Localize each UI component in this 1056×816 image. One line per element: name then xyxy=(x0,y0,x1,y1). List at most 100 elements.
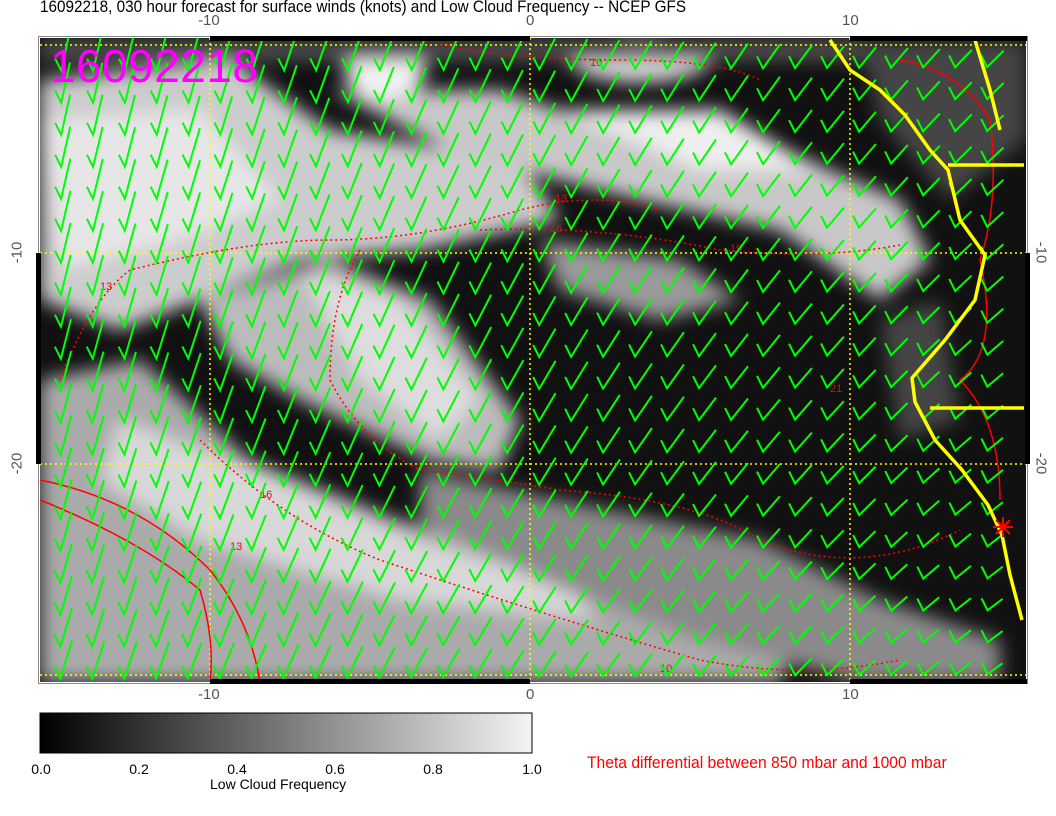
wind-barb xyxy=(404,163,428,201)
wind-barb xyxy=(756,237,781,262)
wind-barb xyxy=(884,273,909,293)
wind-barb xyxy=(86,126,104,170)
wind-barb xyxy=(181,95,201,138)
wind-barb xyxy=(213,128,234,170)
wind-barb xyxy=(852,240,877,262)
wind-barb xyxy=(245,128,266,170)
wind-barb xyxy=(276,483,299,521)
wind-barb xyxy=(436,325,460,360)
wind-barb xyxy=(884,563,909,581)
wind-barb xyxy=(54,62,71,106)
wind-barb xyxy=(884,370,909,389)
wind-barb xyxy=(884,337,909,357)
wind-barb xyxy=(468,519,493,552)
wind-barb xyxy=(596,39,621,72)
wind-barb xyxy=(500,198,525,232)
wind-barb xyxy=(181,127,201,170)
wind-barb xyxy=(660,589,685,614)
wind-barb xyxy=(980,146,1005,165)
wind-barb xyxy=(596,233,621,263)
wind-barb xyxy=(852,465,877,485)
wind-barb xyxy=(404,67,428,105)
wind-barb xyxy=(436,293,460,328)
wind-barb xyxy=(86,38,102,74)
wind-barb xyxy=(564,103,589,136)
wind-barb xyxy=(628,363,653,391)
wind-barb xyxy=(181,256,202,298)
wind-barbs xyxy=(53,38,1005,682)
wind-barb xyxy=(532,134,557,168)
wind-barb xyxy=(117,480,138,522)
wind-barb xyxy=(53,640,74,682)
wind-barb xyxy=(340,484,364,520)
wind-barb xyxy=(308,355,331,393)
wind-barb xyxy=(692,74,717,103)
wind-barb xyxy=(564,619,589,647)
wind-barb xyxy=(308,548,332,585)
wind-barb xyxy=(596,329,621,359)
wind-barb xyxy=(372,131,395,169)
wind-barb xyxy=(468,262,492,296)
wind-barb xyxy=(660,460,685,487)
wind-barb xyxy=(596,71,621,104)
wind-barb xyxy=(213,417,235,457)
wind-barb xyxy=(53,543,73,586)
wind-barb xyxy=(53,318,72,362)
wind-barb xyxy=(820,465,845,486)
wind-barb xyxy=(404,389,428,424)
wind-barb xyxy=(149,223,169,266)
wind-barb xyxy=(852,304,877,326)
wind-barb xyxy=(756,656,781,678)
map-frame xyxy=(36,36,1030,684)
wind-barb xyxy=(54,254,72,298)
wind-barb xyxy=(820,497,845,517)
wind-barb xyxy=(117,608,138,649)
wind-barb xyxy=(117,544,138,586)
wind-barb xyxy=(948,661,972,676)
wind-barb xyxy=(596,136,621,168)
wind-barb xyxy=(724,172,749,199)
wind-barb xyxy=(660,299,685,327)
wind-barb xyxy=(948,49,973,69)
wind-barb xyxy=(564,587,589,615)
wind-barb xyxy=(820,336,845,358)
wind-barb xyxy=(884,531,909,549)
wind-barb xyxy=(149,352,170,394)
wind-barb xyxy=(276,451,299,489)
wind-barb xyxy=(117,416,138,458)
wind-barb xyxy=(820,594,845,613)
wind-barb xyxy=(372,646,397,680)
wind-barb xyxy=(213,192,234,234)
wind-barb xyxy=(372,227,396,265)
wind-barb xyxy=(628,427,653,455)
wind-barb xyxy=(820,658,845,677)
wind-barb xyxy=(692,364,717,391)
wind-barb xyxy=(86,158,104,202)
wind-barb xyxy=(692,429,717,454)
wind-barb xyxy=(54,126,72,170)
wind-barb xyxy=(948,145,973,165)
wind-barb xyxy=(756,43,781,71)
wind-barb xyxy=(788,238,813,262)
wind-barb xyxy=(756,76,781,103)
wind-barb xyxy=(340,226,363,265)
wind-barb xyxy=(724,333,749,358)
wind-barb xyxy=(372,388,396,424)
wind-barb xyxy=(756,495,781,518)
wind-barb xyxy=(788,560,813,582)
wind-barb xyxy=(340,291,364,329)
wind-barb xyxy=(468,358,493,392)
wind-barb xyxy=(149,609,171,649)
city-marker-icon xyxy=(993,517,1013,537)
colorbar xyxy=(39,712,533,754)
wind-barb xyxy=(596,104,621,136)
wind-barb xyxy=(245,257,267,297)
wind-barb xyxy=(309,161,331,201)
wind-barb xyxy=(118,38,135,74)
wind-barb xyxy=(532,553,557,583)
wind-barb xyxy=(628,72,653,103)
wind-barb xyxy=(980,565,1004,580)
wind-barb xyxy=(276,322,299,361)
coastline xyxy=(828,39,1024,621)
wind-barb xyxy=(660,654,685,678)
